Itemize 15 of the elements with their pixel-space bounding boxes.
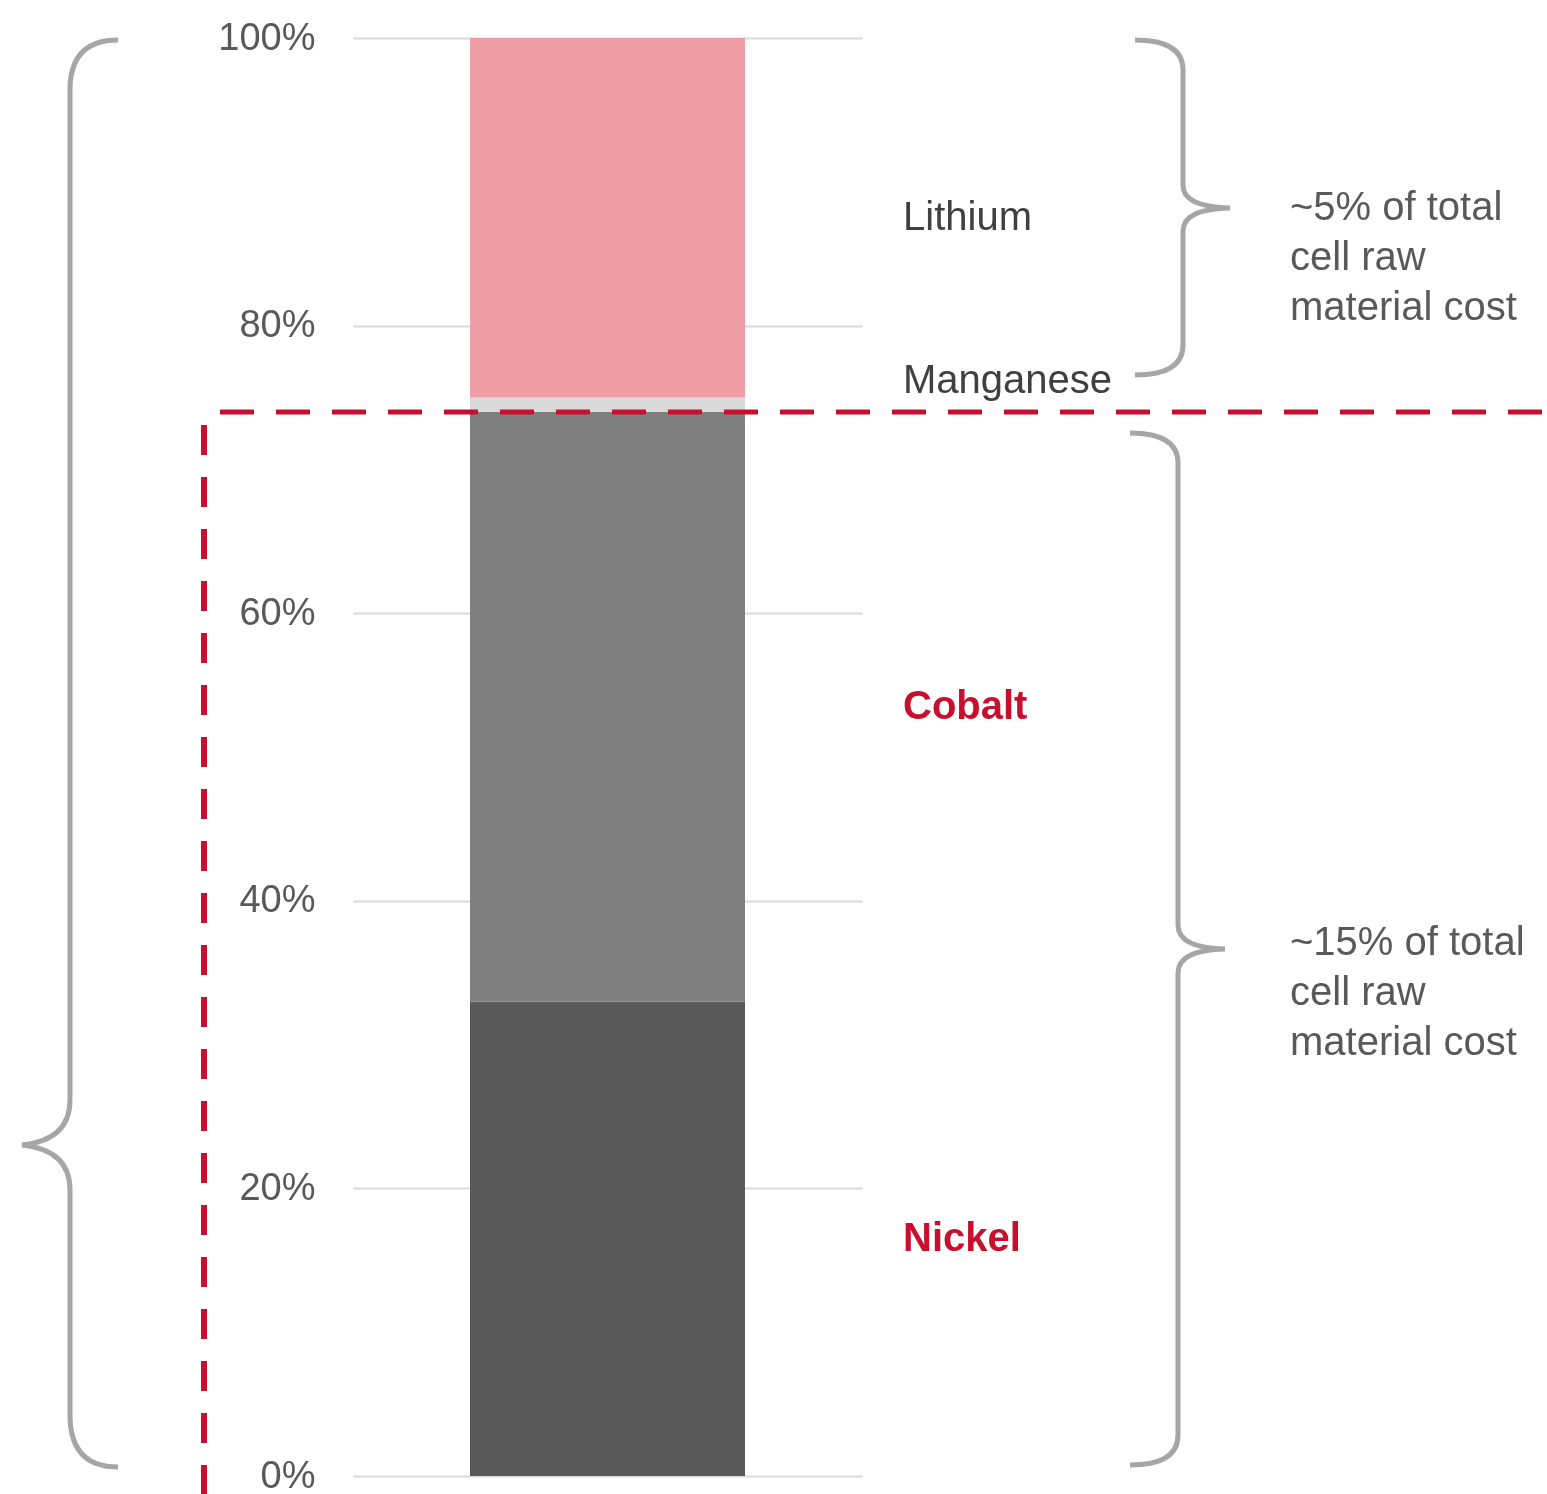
y-tick-label: 40% bbox=[239, 878, 316, 921]
y-tick-label: 60% bbox=[239, 590, 316, 633]
text: Cobalt bbox=[903, 682, 1028, 727]
y-tick-label: 80% bbox=[239, 303, 316, 346]
y-tick-label: 100% bbox=[218, 15, 316, 58]
text: ~15% of total cell raw material cost bbox=[1290, 919, 1525, 1063]
bar bbox=[470, 1001, 745, 1476]
bar bbox=[470, 38, 745, 398]
text: Nickel bbox=[903, 1214, 1021, 1259]
y-tick-label: 0% bbox=[260, 1453, 316, 1494]
text: Manganese bbox=[903, 356, 1113, 401]
text: ~5% of total cell raw material cost bbox=[1290, 184, 1517, 328]
y-tick-label: 20% bbox=[239, 1165, 316, 1208]
text: Lithium bbox=[903, 193, 1032, 238]
bar bbox=[470, 411, 745, 1002]
